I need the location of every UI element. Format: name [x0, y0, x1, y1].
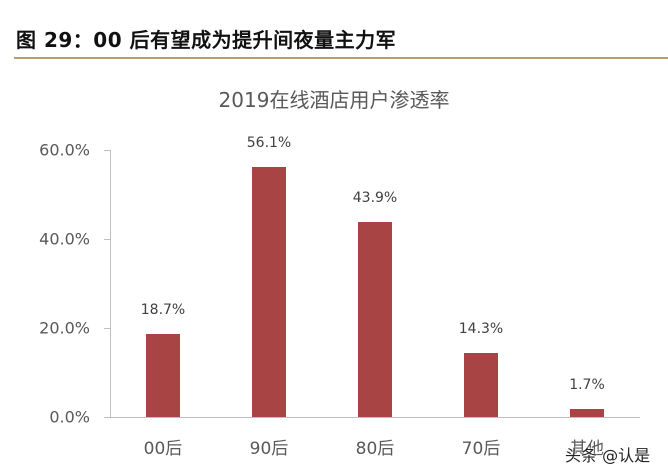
bar-3 [464, 353, 498, 417]
x-category-label: 00后 [143, 439, 183, 459]
y-tick-label: 60.0% [39, 140, 90, 160]
y-tick-label: 0.0% [49, 407, 90, 427]
bar-0 [146, 333, 180, 417]
bar-value-label: 14.3% [458, 321, 504, 338]
bar-2 [358, 221, 392, 417]
y-tick-mark [104, 417, 110, 418]
y-tick-label: 20.0% [39, 318, 90, 338]
x-category-label: 90后 [249, 439, 289, 459]
x-category-label: 70后 [461, 439, 501, 459]
y-tick-mark [104, 328, 110, 329]
figure-title: 图 29：00 后有望成为提升间夜量主力军 [16, 28, 397, 52]
title-divider [14, 57, 668, 59]
y-tick-mark [104, 150, 110, 151]
bar-value-label: 43.9% [352, 189, 398, 206]
y-tick-label: 40.0% [39, 229, 90, 249]
y-tick-mark [104, 239, 110, 240]
bar-value-label: 18.7% [140, 301, 186, 318]
x-category-label: 其他 [570, 439, 604, 459]
bar-value-label: 1.7% [569, 377, 605, 394]
x-category-label: 80后 [355, 439, 395, 459]
y-axis-line [110, 150, 111, 417]
bar-1 [252, 167, 286, 417]
watermark: 头条 @认是 [565, 446, 651, 465]
x-axis-line [110, 417, 640, 418]
bar-value-label: 56.1% [246, 135, 292, 152]
chart-title: 2019在线酒店用户渗透率 [218, 88, 450, 112]
bar-4 [570, 409, 604, 417]
